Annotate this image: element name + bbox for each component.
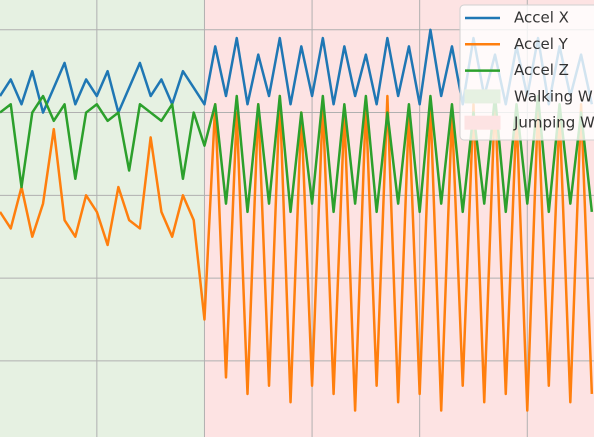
legend-label: Walking W bbox=[514, 87, 593, 105]
legend-swatch bbox=[464, 89, 501, 104]
series-line bbox=[0, 94, 594, 412]
region bbox=[0, 0, 205, 437]
legend-swatch bbox=[464, 115, 501, 130]
legend-label: Jumping W bbox=[513, 114, 594, 132]
legend-label: Accel Y bbox=[514, 35, 569, 53]
legend-label: Accel X bbox=[514, 9, 569, 27]
legend-label: Accel Z bbox=[514, 61, 569, 79]
legend-box bbox=[459, 4, 594, 141]
legend: Accel X Accel Y Accel Z Walking W Jumping W bbox=[459, 4, 594, 141]
